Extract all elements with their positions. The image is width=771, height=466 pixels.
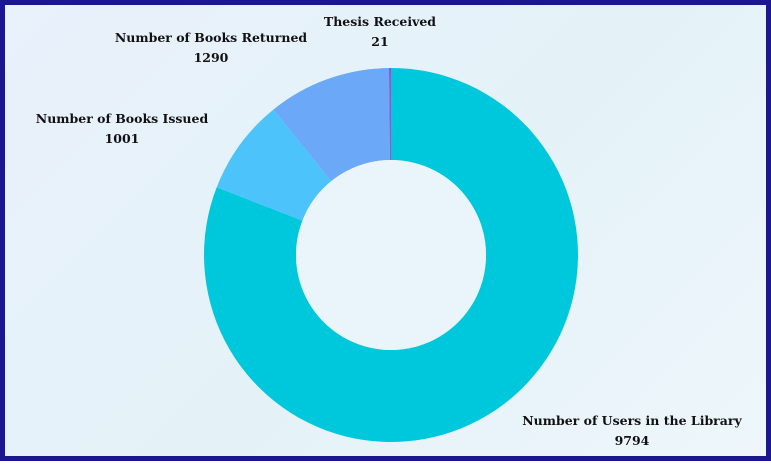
data-label-value: 1290	[194, 50, 229, 65]
data-label-name: Number of Books Returned	[115, 30, 308, 45]
donut-hole	[296, 160, 486, 350]
data-label-value: 21	[371, 34, 388, 49]
data-label-value: 1001	[105, 131, 140, 146]
data-label-name: Thesis Received	[324, 14, 436, 29]
donut-chart: Number of Users in the Library 9794 Number…	[36, 14, 743, 448]
data-label-value: 9794	[615, 433, 650, 448]
data-label-name: Number of Books Issued	[36, 111, 209, 126]
slice-thesis-received[interactable]	[388, 68, 391, 161]
slice-number-of-books-issued[interactable]	[216, 109, 332, 221]
data-label-name: Number of Users in the Library	[522, 413, 742, 428]
slice-number-of-users-in-the-library[interactable]	[204, 68, 578, 442]
slice-number-of-books-returned[interactable]	[273, 68, 390, 182]
